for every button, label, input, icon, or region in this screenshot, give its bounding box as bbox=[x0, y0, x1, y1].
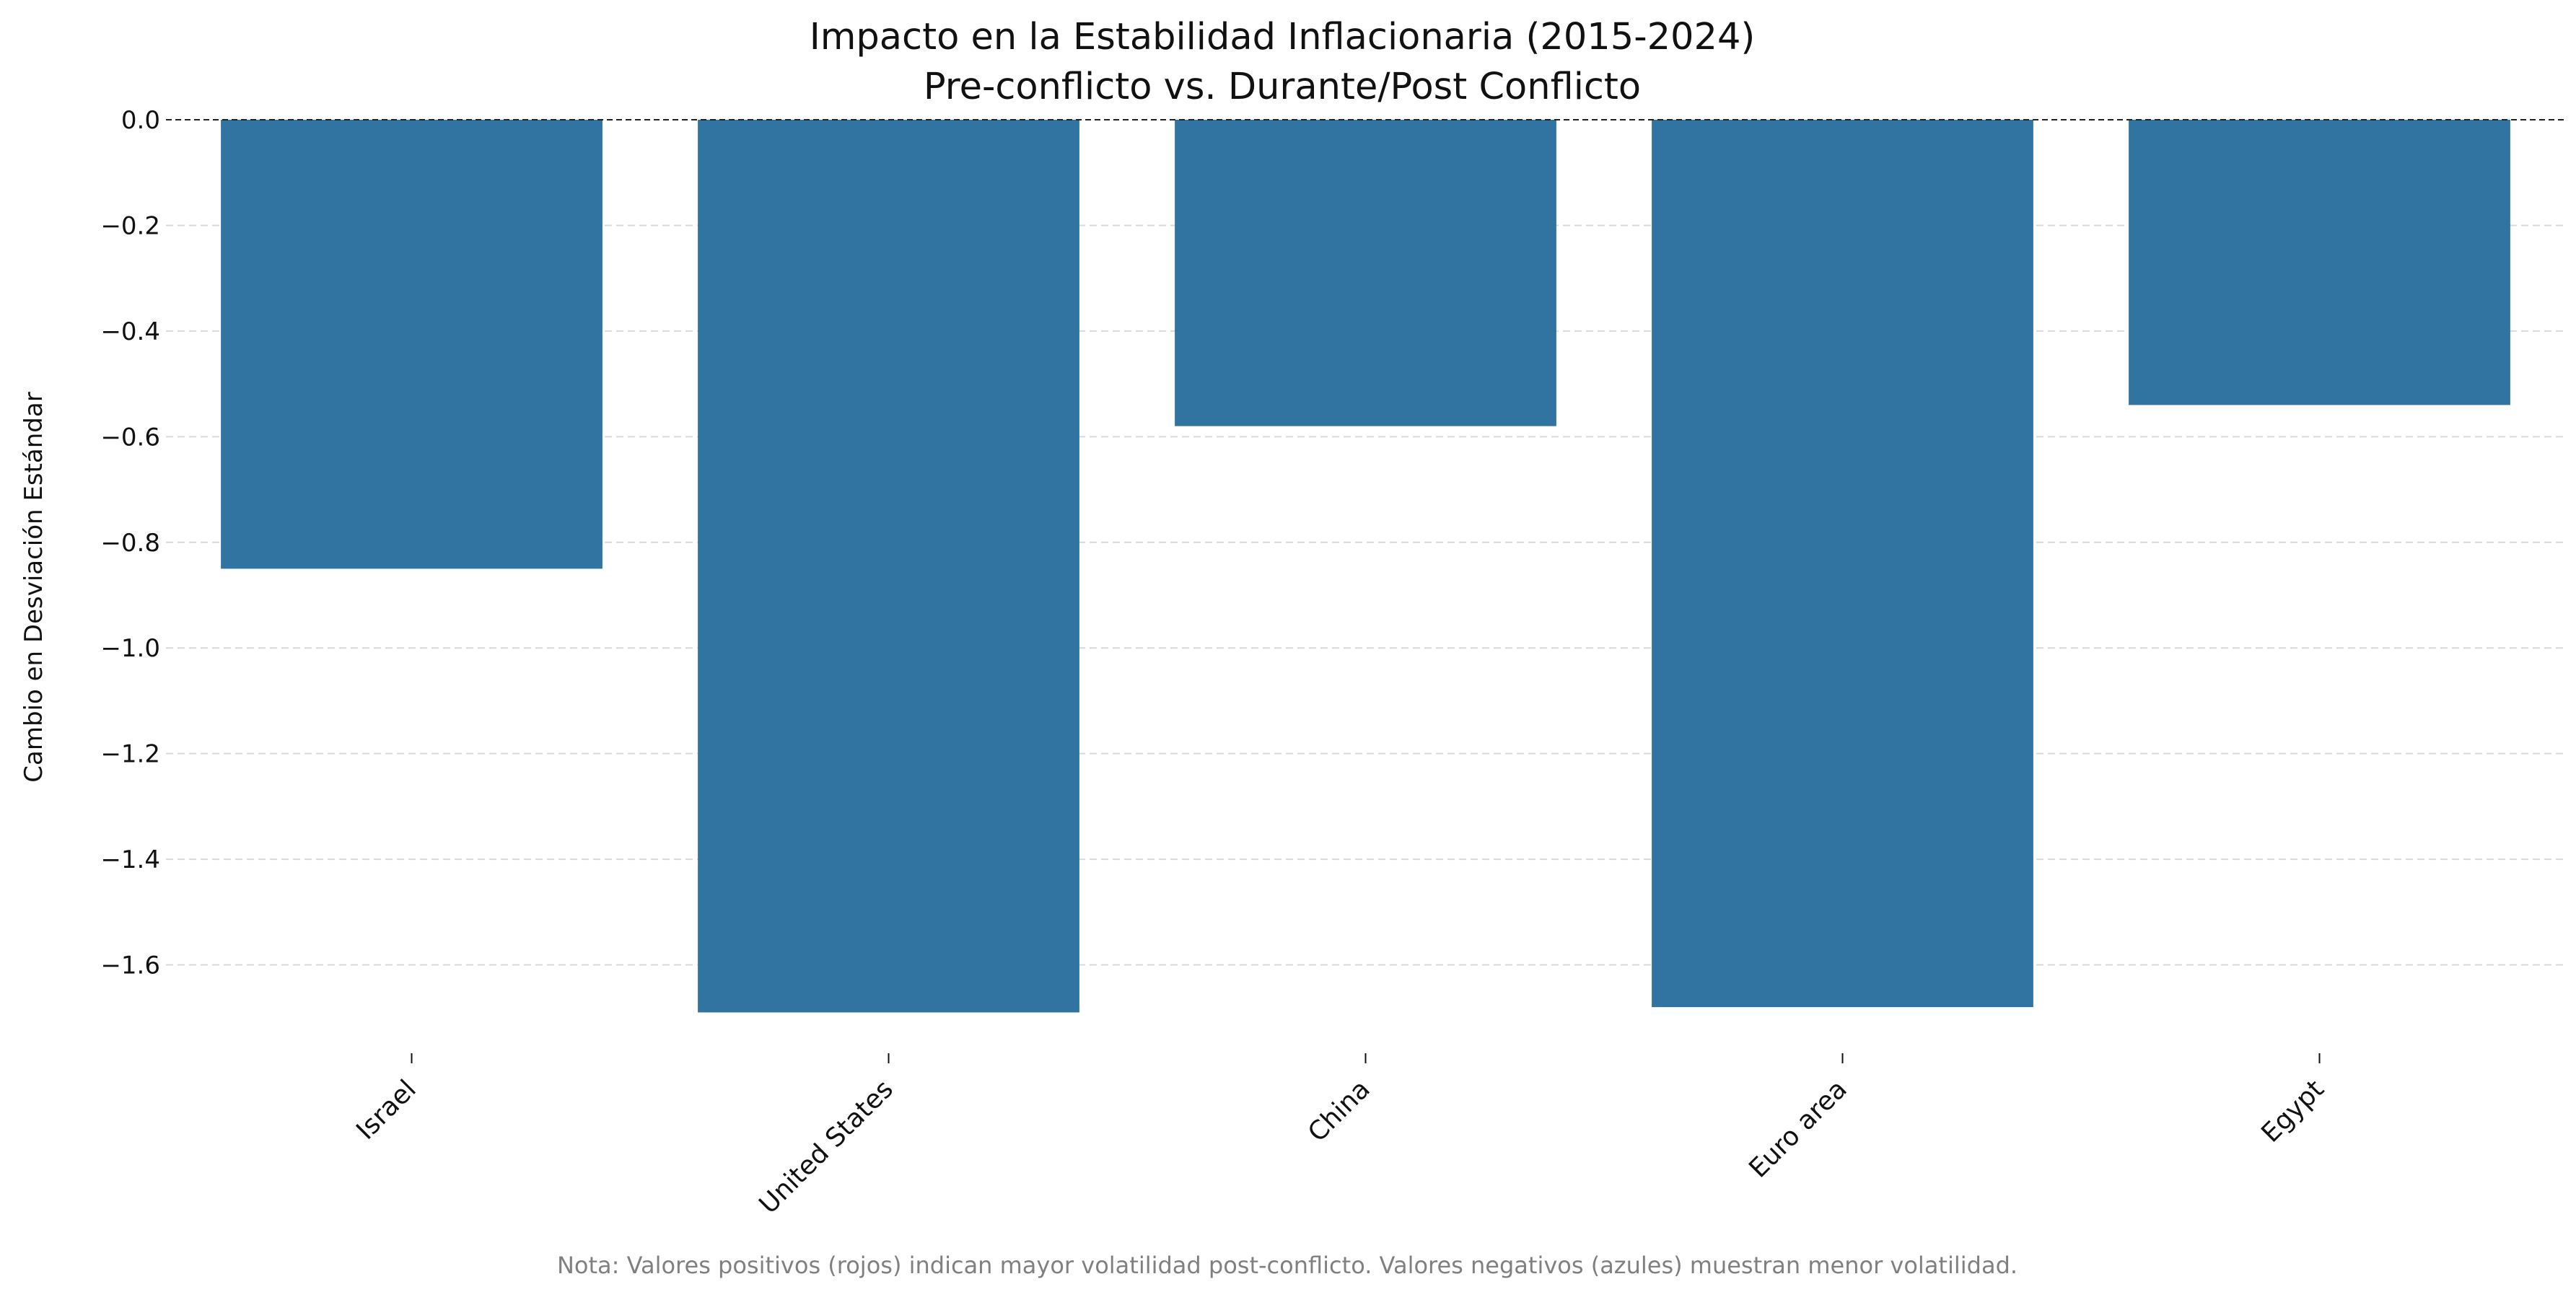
y-axis-label: Cambio en Desviación Estándar bbox=[19, 392, 48, 782]
y-tick-label: −0.2 bbox=[100, 211, 160, 240]
y-tick-label: −0.4 bbox=[100, 317, 160, 346]
chart-subtitle: Pre-conflicto vs. Durante/Post Conflicto bbox=[924, 66, 1641, 108]
y-tick-label: −1.4 bbox=[100, 845, 160, 874]
bar-egypt bbox=[2129, 120, 2510, 405]
bar-china bbox=[1175, 120, 1556, 426]
y-tick-label: −1.6 bbox=[100, 952, 160, 980]
x-tick-label: Egypt bbox=[2256, 1074, 2329, 1148]
chart-title: Impacto en la Estabilidad Inflacionaria … bbox=[810, 16, 1756, 58]
bar-euro-area bbox=[1652, 120, 2033, 1008]
y-tick-label: −0.6 bbox=[100, 423, 160, 452]
x-tick-label: China bbox=[1302, 1074, 1376, 1148]
footnote: Nota: Valores positivos (rojos) indican … bbox=[557, 1252, 2018, 1279]
y-tick-label: 0.0 bbox=[121, 106, 160, 135]
x-tick-label: United States bbox=[753, 1074, 898, 1219]
x-tick-label: Israel bbox=[351, 1074, 422, 1146]
bar-united-states bbox=[698, 120, 1079, 1013]
y-tick-label: −0.8 bbox=[100, 529, 160, 558]
bars-group bbox=[221, 120, 2510, 1013]
x-axis: Israel United States China Euro area Egypt bbox=[351, 1053, 2330, 1220]
x-tick-label: Euro area bbox=[1743, 1074, 1853, 1184]
y-tick-label: −1.0 bbox=[100, 634, 160, 663]
bar-israel bbox=[221, 120, 603, 569]
y-axis: 0.0 −0.2 −0.4 −0.6 −0.8 −1.0 −1.2 −1.4 −1.6 bbox=[100, 106, 160, 980]
y-tick-label: −1.2 bbox=[100, 740, 160, 769]
